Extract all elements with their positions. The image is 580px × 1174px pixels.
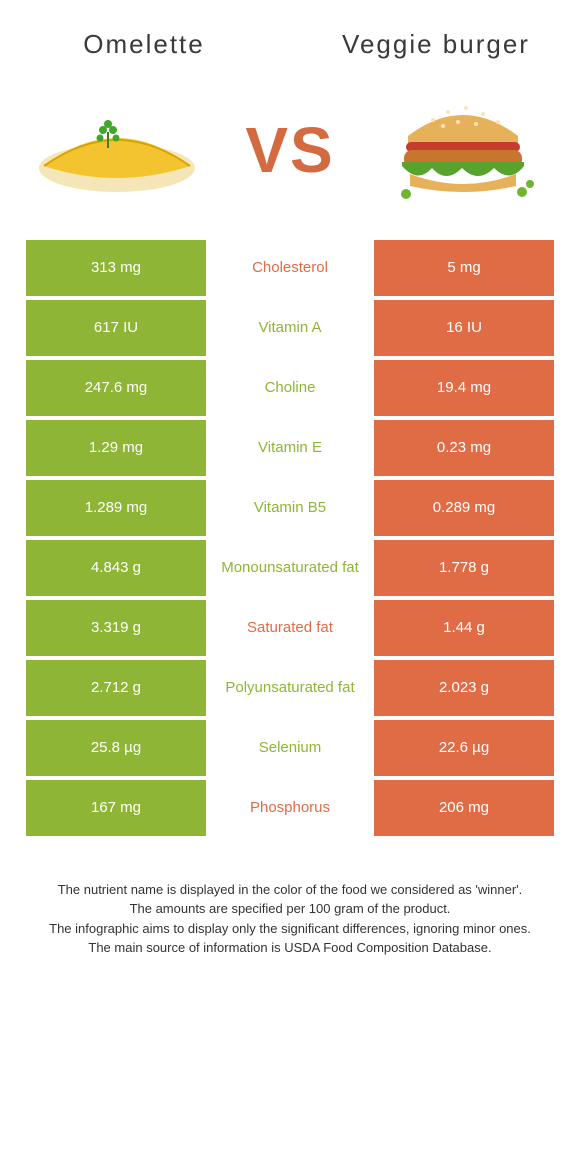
footer-line: The main source of information is USDA F… — [34, 938, 546, 958]
nutrient-label: Phosphorus — [206, 780, 374, 836]
title-right: Veggie burger — [336, 30, 536, 60]
nutrient-label: Selenium — [206, 720, 374, 776]
left-value: 313 mg — [26, 240, 206, 296]
table-row: 4.843 gMonounsaturated fat1.778 g — [26, 540, 554, 596]
footer-line: The nutrient name is displayed in the co… — [34, 880, 546, 900]
omelette-image — [32, 90, 202, 210]
table-row: 247.6 mgCholine19.4 mg — [26, 360, 554, 416]
nutrient-label: Cholesterol — [206, 240, 374, 296]
nutrient-label: Monounsaturated fat — [206, 540, 374, 596]
right-value: 2.023 g — [374, 660, 554, 716]
left-value: 2.712 g — [26, 660, 206, 716]
footer-line: The amounts are specified per 100 gram o… — [34, 899, 546, 919]
left-value: 3.319 g — [26, 600, 206, 656]
left-value: 4.843 g — [26, 540, 206, 596]
table-row: 3.319 gSaturated fat1.44 g — [26, 600, 554, 656]
table-row: 1.289 mgVitamin B50.289 mg — [26, 480, 554, 536]
footer-line: The infographic aims to display only the… — [34, 919, 546, 939]
table-row: 313 mgCholesterol5 mg — [26, 240, 554, 296]
nutrient-label: Polyunsaturated fat — [206, 660, 374, 716]
title-left: Omelette — [44, 30, 244, 60]
right-value: 1.778 g — [374, 540, 554, 596]
header: Omelette Veggie burger — [24, 20, 556, 80]
nutrient-label: Vitamin A — [206, 300, 374, 356]
right-value: 5 mg — [374, 240, 554, 296]
right-value: 16 IU — [374, 300, 554, 356]
nutrient-label: Vitamin E — [206, 420, 374, 476]
nutrient-label: Choline — [206, 360, 374, 416]
left-value: 167 mg — [26, 780, 206, 836]
left-value: 1.289 mg — [26, 480, 206, 536]
vs-label: VS — [245, 113, 334, 187]
footer-notes: The nutrient name is displayed in the co… — [24, 836, 556, 958]
right-value: 22.6 µg — [374, 720, 554, 776]
left-value: 1.29 mg — [26, 420, 206, 476]
left-value: 247.6 mg — [26, 360, 206, 416]
left-value: 25.8 µg — [26, 720, 206, 776]
table-row: 2.712 gPolyunsaturated fat2.023 g — [26, 660, 554, 716]
table-row: 617 IUVitamin A16 IU — [26, 300, 554, 356]
left-value: 617 IU — [26, 300, 206, 356]
nutrient-label: Saturated fat — [206, 600, 374, 656]
right-value: 0.23 mg — [374, 420, 554, 476]
burger-image — [378, 90, 548, 210]
nutrient-label: Vitamin B5 — [206, 480, 374, 536]
table-row: 167 mgPhosphorus206 mg — [26, 780, 554, 836]
nutrient-table: 313 mgCholesterol5 mg617 IUVitamin A16 I… — [24, 240, 556, 836]
right-value: 19.4 mg — [374, 360, 554, 416]
right-value: 1.44 g — [374, 600, 554, 656]
table-row: 25.8 µgSelenium22.6 µg — [26, 720, 554, 776]
table-row: 1.29 mgVitamin E0.23 mg — [26, 420, 554, 476]
right-value: 206 mg — [374, 780, 554, 836]
right-value: 0.289 mg — [374, 480, 554, 536]
hero-row: VS — [24, 80, 556, 240]
